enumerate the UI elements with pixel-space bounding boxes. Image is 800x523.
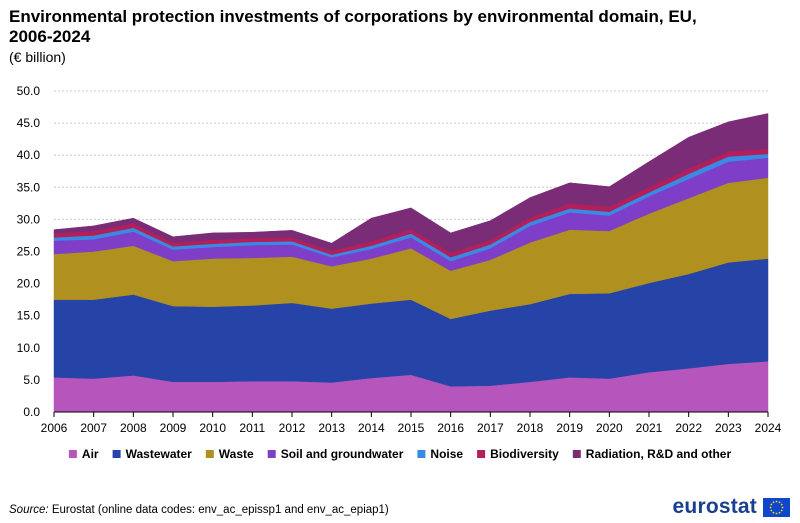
- chart-title: Environmental protection investments of …: [9, 7, 697, 46]
- legend-item-radiation-r-d-and-other: Radiation, R&D and other: [572, 447, 732, 461]
- y-tick-label: 25.0: [17, 245, 41, 259]
- x-tick-label: 2007: [80, 421, 107, 435]
- chart-subtitle: (€ billion): [9, 49, 66, 65]
- y-tick-label: 15.0: [17, 309, 41, 323]
- legend-swatch: [205, 450, 214, 458]
- y-tick-label: 5.0: [23, 373, 40, 387]
- legend-swatch: [112, 450, 121, 458]
- area-series: [53, 113, 769, 413]
- legend-label: Radiation, R&D and other: [586, 447, 732, 461]
- source-text: Eurostat (online data codes: env_ac_epis…: [48, 504, 389, 516]
- x-tick-label: 2024: [755, 421, 782, 435]
- x-tick-label: 2018: [517, 421, 544, 435]
- y-tick-label: 10.0: [17, 341, 41, 355]
- legend-label: Noise: [430, 447, 463, 461]
- y-tick-label: 20.0: [17, 277, 41, 291]
- legend-swatch: [68, 450, 77, 458]
- legend-swatch: [572, 450, 581, 458]
- legend-label: Air: [82, 447, 99, 461]
- legend-swatch: [477, 450, 486, 458]
- legend-item-waste: Waste: [205, 447, 254, 461]
- x-tick-label: 2013: [318, 421, 345, 435]
- eurostat-logo: eurostat: [673, 495, 790, 519]
- legend-item-wastewater: Wastewater: [112, 447, 193, 461]
- legend-label: Wastewater: [126, 447, 193, 461]
- axes: 0.0 5.0 10.0 15.0 20.0 25.0 30.0 35.0 40.0 45.0 50…: [17, 84, 782, 435]
- x-tick-label: 2009: [160, 421, 187, 435]
- x-tick-label: 2006: [41, 421, 68, 435]
- y-tick-label: 35.0: [17, 180, 41, 194]
- y-tick-label: 0.0: [23, 405, 40, 419]
- legend-item-air: Air: [68, 447, 99, 461]
- y-tick-label: 50.0: [17, 84, 41, 98]
- x-tick-label: 2019: [556, 421, 583, 435]
- x-tick-label: 2008: [120, 421, 147, 435]
- x-tick-label: 2014: [358, 421, 385, 435]
- legend-label: Soil and groundwater: [281, 447, 404, 461]
- stacked-area-chart: 0.0 5.0 10.0 15.0 20.0 25.0 30.0 35.0 40.0 45.0 50…: [17, 84, 782, 461]
- x-tick-label: 2015: [398, 421, 425, 435]
- legend-label: Biodiversity: [490, 447, 559, 461]
- x-tick-label: 2020: [596, 421, 623, 435]
- legend-label: Waste: [219, 447, 254, 461]
- x-tick-label: 2017: [477, 421, 504, 435]
- source-note: Source: Eurostat (online data codes: env…: [9, 504, 389, 516]
- legend-item-soil-and-groundwater: Soil and groundwater: [267, 447, 404, 461]
- x-tick-label: 2023: [715, 421, 742, 435]
- source-label: Source:: [9, 504, 49, 516]
- x-tick-label: 2012: [279, 421, 306, 435]
- area-radiation-r-d-and-other: [53, 113, 769, 254]
- x-tick-label: 2011: [239, 421, 265, 435]
- legend-swatch: [417, 450, 426, 458]
- x-tick-label: 2021: [636, 421, 663, 435]
- y-tick-label: 40.0: [17, 148, 41, 162]
- legend-item-noise: Noise: [417, 447, 463, 461]
- x-tick-label: 2022: [675, 421, 702, 435]
- legend-swatch: [267, 450, 276, 458]
- x-tick-label: 2010: [199, 421, 226, 435]
- logo-text: eurostat: [672, 495, 757, 518]
- x-tick-label: 2016: [437, 421, 464, 435]
- eu-flag-icon: [763, 497, 790, 517]
- legend: Air Wastewater Waste Soil and groundwater No…: [68, 447, 732, 461]
- legend-item-biodiversity: Biodiversity: [477, 447, 559, 461]
- y-tick-label: 45.0: [17, 116, 41, 130]
- y-tick-label: 30.0: [17, 212, 41, 226]
